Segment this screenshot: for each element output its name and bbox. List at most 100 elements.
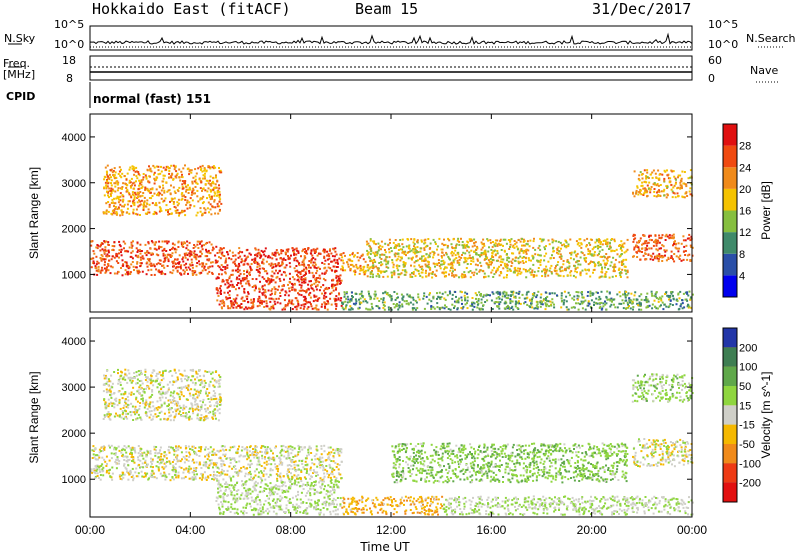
echo-pixel [137, 256, 140, 259]
echo-pixel [138, 204, 141, 207]
echo-pixel [583, 259, 586, 262]
echo-pixel [458, 276, 460, 279]
echo-pixel [295, 247, 298, 250]
echo-pixel [395, 246, 397, 249]
echo-pixel [170, 184, 172, 187]
echo-pixel [93, 456, 96, 459]
echo-pixel [314, 248, 317, 251]
echo-pixel [133, 198, 136, 200]
echo-pixel [250, 307, 253, 310]
echo-pixel [305, 250, 308, 253]
echo-pixel [560, 292, 563, 295]
echo-pixel [216, 205, 219, 208]
echo-pixel [176, 209, 179, 212]
echo-pixel [164, 259, 167, 262]
echo-pixel [147, 478, 150, 481]
echo-pixel [619, 274, 622, 277]
echo-pixel [222, 280, 225, 283]
echo-pixel [606, 241, 609, 244]
echo-pixel [105, 202, 108, 205]
echo-pixel [120, 176, 123, 179]
echo-pixel [217, 277, 220, 280]
echo-pixel [218, 467, 220, 470]
echo-pixel [384, 249, 386, 251]
echo-pixel [333, 259, 336, 262]
echo-pixel [477, 298, 480, 300]
echo-pixel [651, 171, 654, 174]
echo-pixel [214, 166, 217, 169]
echo-pixel [318, 456, 321, 459]
echo-pixel [643, 240, 646, 243]
echo-pixel [403, 253, 406, 255]
echo-pixel [274, 288, 277, 291]
echo-pixel [448, 239, 451, 242]
echo-pixel [271, 292, 273, 295]
echo-pixel [405, 302, 408, 305]
echo-pixel [127, 265, 130, 268]
echo-pixel [669, 236, 672, 239]
echo-pixel [183, 270, 186, 273]
echo-pixel [175, 474, 178, 477]
echo-pixel [682, 258, 685, 261]
echo-pixel [473, 250, 476, 253]
echo-pixel [238, 264, 241, 267]
echo-pixel [184, 254, 187, 257]
echo-pixel [388, 308, 390, 311]
echo-pixel [191, 445, 194, 448]
echo-pixel [250, 476, 253, 479]
echo-pixel [264, 296, 267, 299]
echo-pixel [95, 267, 98, 270]
echo-pixel [105, 212, 108, 215]
echo-pixel [529, 298, 532, 301]
echo-pixel [148, 260, 151, 263]
echo-pixel [113, 272, 116, 275]
echo-pixel [625, 250, 628, 253]
echo-pixel [326, 453, 329, 456]
echo-pixel [542, 299, 545, 302]
echo-pixel [498, 291, 501, 294]
echo-pixel [633, 238, 635, 241]
echo-pixel [332, 460, 335, 463]
echo-pixel [256, 463, 259, 466]
echo-pixel [585, 245, 588, 248]
echo-pixel [589, 260, 592, 263]
echo-pixel [609, 245, 612, 248]
echo-pixel [263, 461, 266, 464]
echo-pixel [157, 194, 160, 197]
echo-pixel [529, 271, 532, 274]
echo-pixel [180, 477, 183, 480]
echo-pixel [677, 256, 680, 259]
echo-pixel [482, 253, 485, 256]
echo-pixel [515, 256, 518, 259]
echo-pixel [300, 255, 302, 258]
echo-pixel [160, 189, 163, 192]
echo-pixel [184, 196, 187, 198]
echo-pixel [319, 466, 322, 469]
echo-pixel [620, 264, 623, 266]
echo-pixel [108, 259, 110, 262]
echo-pixel [570, 270, 573, 273]
echo-pixel [660, 304, 662, 307]
echo-pixel [310, 305, 313, 308]
echo-pixel [208, 196, 211, 198]
echo-pixel [132, 169, 135, 172]
echo-pixel [259, 450, 262, 453]
echo-pixel [370, 271, 373, 274]
echo-pixel [129, 181, 132, 184]
echo-pixel [122, 240, 125, 243]
echo-pixel [566, 308, 569, 311]
echo-pixel [169, 462, 172, 465]
echo-pixel [571, 297, 574, 300]
echo-pixel [163, 247, 166, 250]
echo-pixel [103, 263, 106, 266]
echo-pixel [411, 308, 414, 311]
echo-pixel [277, 297, 280, 300]
echo-pixel [238, 460, 241, 463]
echo-pixel [298, 264, 301, 267]
echo-pixel [658, 234, 661, 237]
echo-pixel [528, 245, 531, 248]
echo-pixel [472, 257, 475, 260]
echo-pixel [310, 259, 313, 262]
echo-pixel [602, 240, 605, 242]
echo-pixel [153, 448, 156, 451]
